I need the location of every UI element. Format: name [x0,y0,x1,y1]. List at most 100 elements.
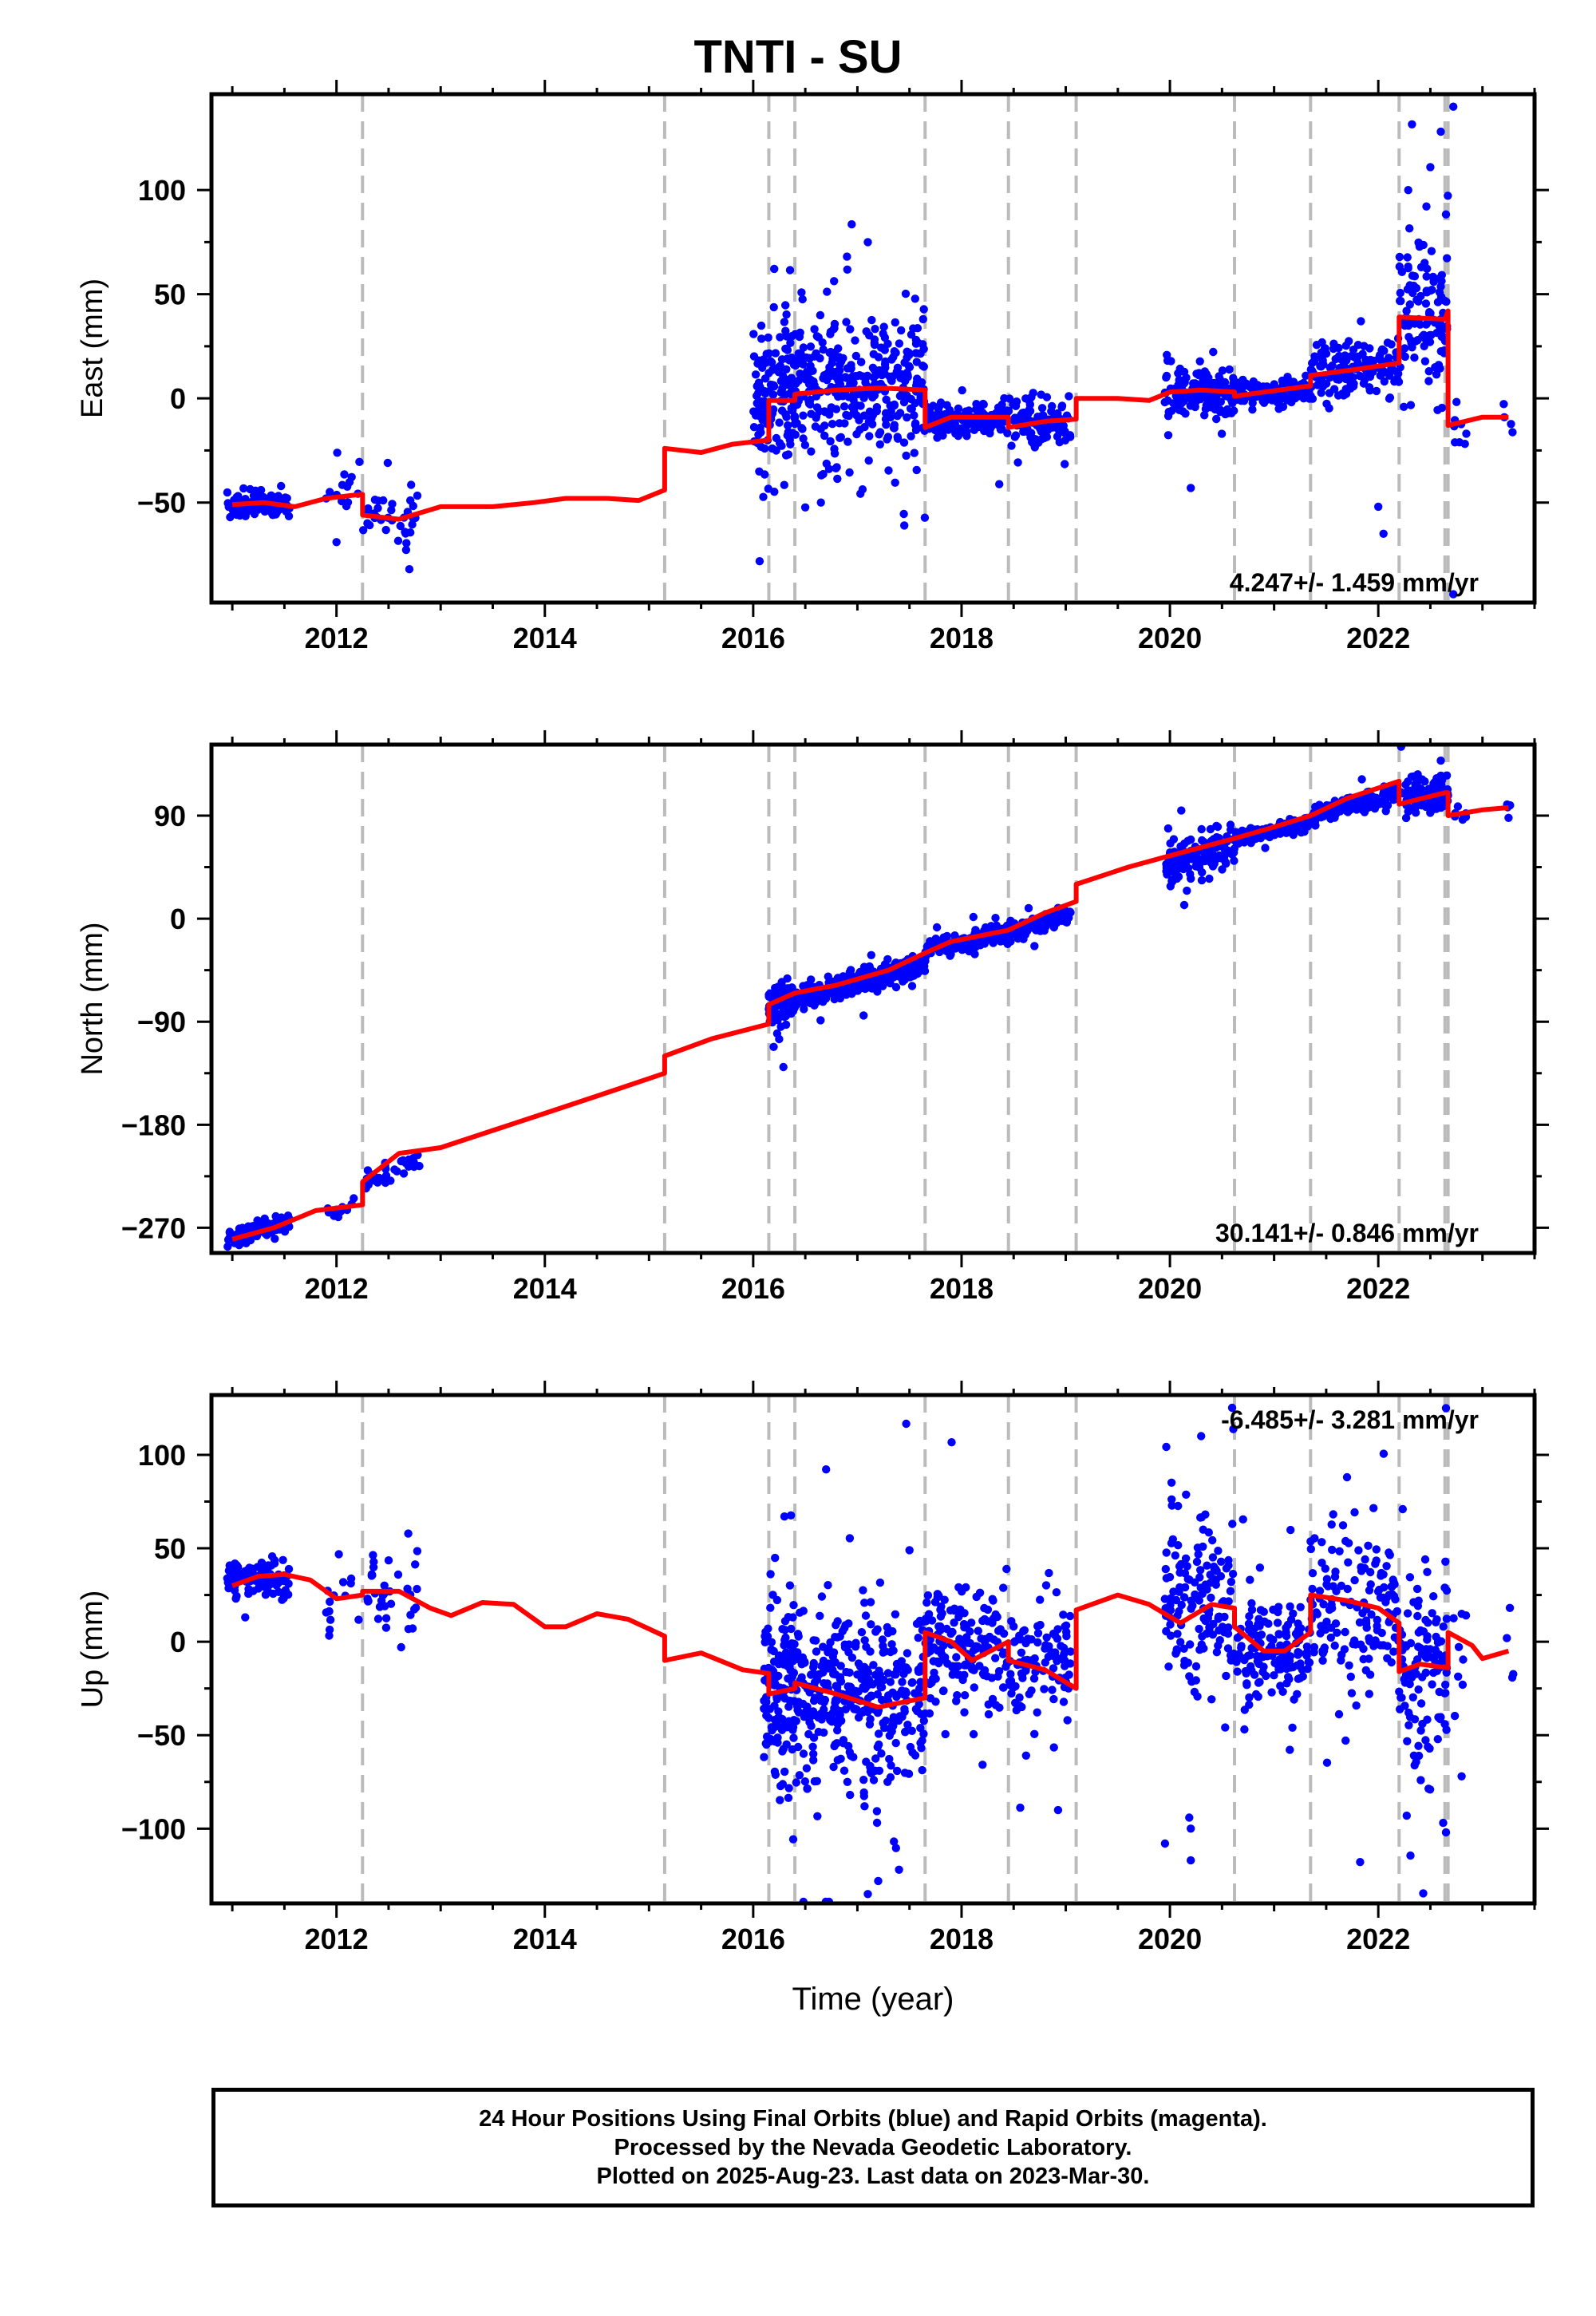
data-point [1208,1535,1217,1545]
data-point [769,1008,778,1017]
data-point [1428,1609,1436,1618]
data-point [1228,1570,1238,1579]
data-point [768,1667,778,1676]
data-point [1161,1564,1171,1574]
data-point [1033,1708,1041,1717]
data-point [854,1659,863,1668]
data-point [960,1691,970,1700]
data-point [999,1583,1008,1592]
data-point [952,1662,961,1671]
data-point [1160,1839,1170,1848]
data-point [832,463,841,472]
data-point [1387,1658,1396,1667]
data-point [942,401,951,409]
data-point [284,1564,294,1574]
data-point [1319,1600,1328,1609]
data-point [1258,1667,1267,1677]
data-point [857,1628,867,1637]
data-point [1360,376,1369,385]
data-point [1188,855,1198,864]
data-point [766,380,776,389]
data-point [867,1691,875,1700]
plot-frame [209,1393,1537,1906]
data-point [1207,857,1217,866]
data-point [938,1686,948,1696]
data-point [1041,424,1050,433]
data-point [1041,1581,1051,1590]
data-point [237,504,246,514]
data-point [833,474,842,484]
data-point [793,1630,803,1638]
data-point [871,1627,880,1636]
data-point [1037,404,1047,413]
data-point [1041,1641,1050,1650]
data-point [793,1742,803,1752]
y-tick-label: 50 [154,1532,186,1565]
data-point [891,1738,900,1748]
data-point [1504,813,1513,822]
data-point [1253,1657,1262,1666]
data-point [1331,1567,1340,1576]
data-point [1425,338,1435,346]
data-point [1441,1680,1450,1690]
data-point [861,1611,871,1620]
data-point [816,310,825,320]
data-point [1385,393,1395,402]
data-point [326,1615,335,1624]
data-point [792,1717,800,1725]
data-point [787,1624,796,1634]
data-point [1049,1694,1058,1704]
data-point [962,1622,971,1632]
data-point [1424,367,1433,376]
data-point [919,345,928,354]
data-point [860,1636,869,1645]
data-point [1191,1578,1199,1587]
data-point [793,994,803,1003]
data-point [844,1640,854,1649]
data-point [1410,1761,1419,1770]
data-point [1318,1646,1327,1655]
data-point [1201,851,1210,860]
data-point [343,498,353,507]
data-point [861,389,870,398]
footer-line-3: Plotted on 2025-Aug-23. Last data on 202… [596,2164,1150,2189]
data-point [903,347,911,356]
data-point [1013,458,1022,467]
data-point [760,1696,768,1705]
data-point [332,538,341,547]
data-point [1180,1569,1190,1578]
data-point [869,1776,879,1784]
data-point [1010,433,1020,441]
data-point [772,1695,781,1704]
data-point [1296,1659,1305,1668]
data-point [381,1623,391,1632]
data-point [1317,338,1326,347]
data-point [1374,502,1383,512]
data-point [1288,1723,1297,1732]
data-point [847,990,856,998]
data-point [1317,360,1326,370]
data-point [277,481,286,491]
data-point [933,410,942,419]
data-point [835,1709,844,1718]
data-point [325,1631,334,1640]
data-point [1428,1680,1436,1689]
data-point [1227,1577,1236,1587]
data-point [1420,357,1430,366]
data-point [1049,918,1058,927]
data-point [1507,420,1515,429]
data-point [1251,833,1260,842]
panel-up: 2012 2014 2016 2018 2020 2022−100−50050100Up … [76,1381,1549,1955]
data-point [890,400,899,409]
data-point [241,512,250,520]
data-point [1454,1642,1464,1651]
data-point [1435,322,1444,330]
data-point [1060,1643,1069,1653]
data-point [1162,1548,1171,1557]
data-point [1197,824,1206,834]
data-point [1432,1615,1441,1624]
data-point [891,1610,900,1619]
data-point [837,373,847,382]
chart-title: TNTI - SU [693,31,903,83]
